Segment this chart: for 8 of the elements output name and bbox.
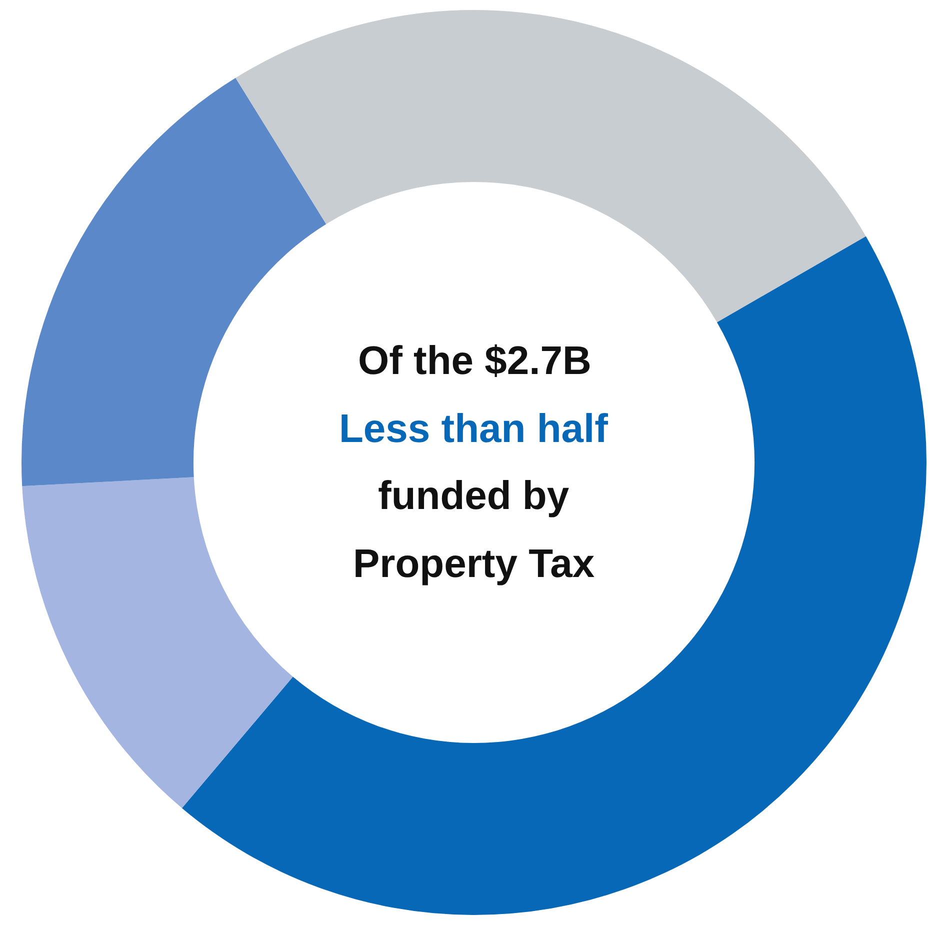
donut-slice xyxy=(236,10,866,322)
donut-slice xyxy=(22,78,326,486)
text: Property Tax xyxy=(353,542,595,586)
text: Less than half xyxy=(339,407,609,451)
donut-slice xyxy=(22,477,293,808)
text: funded by xyxy=(378,474,570,518)
donut-slice xyxy=(182,236,926,914)
text: Of the $2.7B xyxy=(358,339,592,383)
